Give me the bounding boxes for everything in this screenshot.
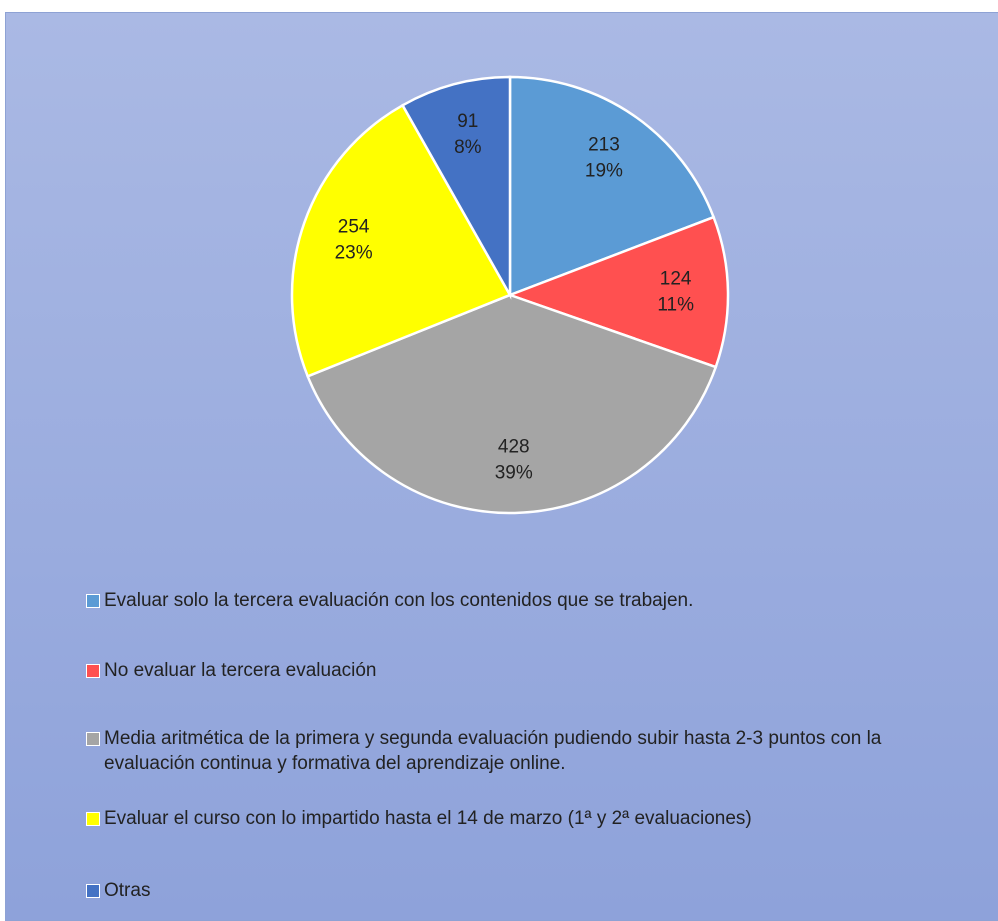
pie-slice xyxy=(400,75,512,300)
legend-label: Evaluar el curso con lo impartido hasta … xyxy=(104,808,752,829)
legend-swatch xyxy=(86,732,100,746)
legend-label: No evaluar la tercera evaluación xyxy=(104,660,377,681)
pie-slice xyxy=(306,293,718,515)
legend-entry: No evaluar la tercera evaluación xyxy=(86,658,906,683)
value-label: 428 xyxy=(498,437,530,458)
legend-entry: Media aritmética de la primera y segunda… xyxy=(86,726,906,776)
legend-label: Media aritmética de la primera y segunda… xyxy=(104,728,882,774)
legend-entry: Evaluar solo la tercera evaluación con l… xyxy=(86,588,906,613)
legend-swatch xyxy=(86,664,100,678)
legend-label: Otras xyxy=(104,880,151,901)
legend-entry: Otras xyxy=(86,878,906,903)
value-label: 124 xyxy=(660,269,692,290)
value-label: 213 xyxy=(588,135,620,156)
value-label: 91 xyxy=(457,111,478,132)
percent-label: 11% xyxy=(657,295,694,316)
percent-label: 8% xyxy=(454,137,482,158)
percent-label: 19% xyxy=(585,161,623,182)
percent-label: 39% xyxy=(495,463,533,484)
value-label: 254 xyxy=(338,216,370,237)
legend-swatch xyxy=(86,594,100,608)
pie-slice xyxy=(290,103,512,378)
percent-label: 23% xyxy=(335,242,373,263)
legend-swatch xyxy=(86,884,100,898)
pie-slice xyxy=(506,215,730,369)
pie-slice xyxy=(508,75,716,297)
legend-label: Evaluar solo la tercera evaluación con l… xyxy=(104,590,694,611)
legend-swatch xyxy=(86,812,100,826)
legend-entry: Evaluar el curso con lo impartido hasta … xyxy=(86,806,906,831)
